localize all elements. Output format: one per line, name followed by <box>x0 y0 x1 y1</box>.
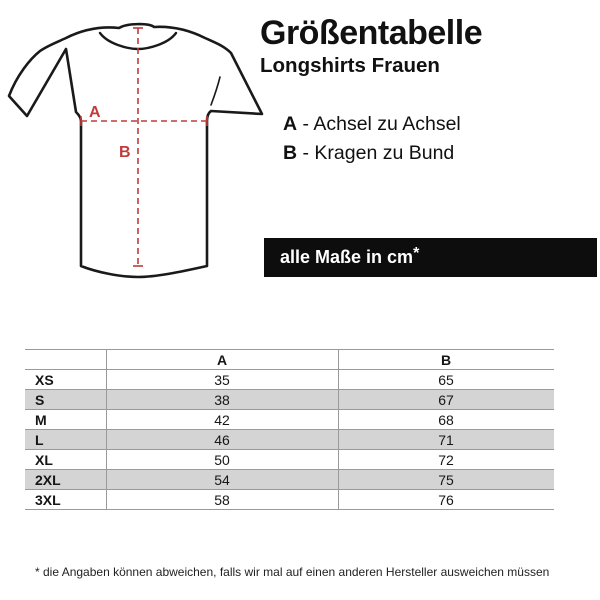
svg-text:A: A <box>89 104 101 121</box>
svg-text:B: B <box>119 144 131 161</box>
